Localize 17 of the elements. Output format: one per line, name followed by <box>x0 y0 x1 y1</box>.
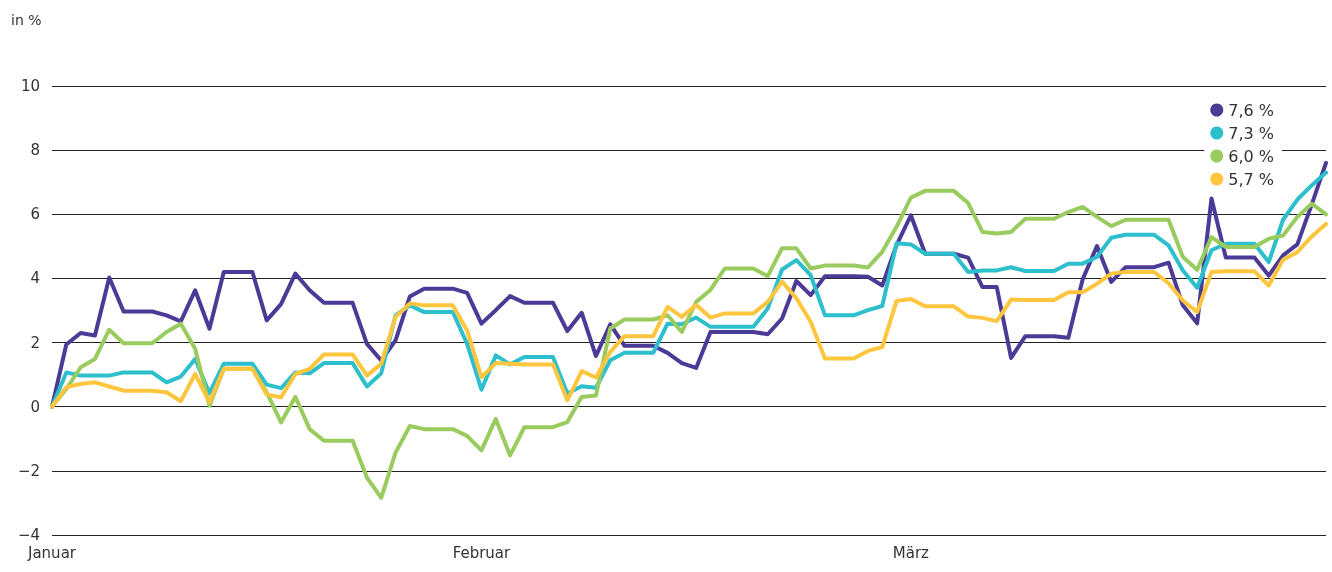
y-tick-label: 6 <box>30 205 40 224</box>
x-tick-label: Januar <box>27 543 77 562</box>
legend-label: 7,3 % <box>1228 123 1274 143</box>
legend-label: 6,0 % <box>1228 146 1274 166</box>
x-tick-label: Februar <box>452 543 512 562</box>
line-series <box>50 221 1328 409</box>
legend-label: 7,6 % <box>1228 100 1274 120</box>
y-tick-label: 4 <box>30 269 40 288</box>
y-tick-label: 0 <box>30 397 40 416</box>
legend-label: 5,7 % <box>1228 169 1274 189</box>
y-tick-label: 2 <box>30 333 40 352</box>
x-tick-label: März <box>892 543 930 562</box>
y-axis-title: in % <box>11 12 42 28</box>
y-tick-label: −2 <box>17 461 40 480</box>
y-tick-label: 8 <box>30 141 40 160</box>
y-tick-label: −4 <box>17 526 40 544</box>
y-tick-label: 10 <box>20 77 40 95</box>
